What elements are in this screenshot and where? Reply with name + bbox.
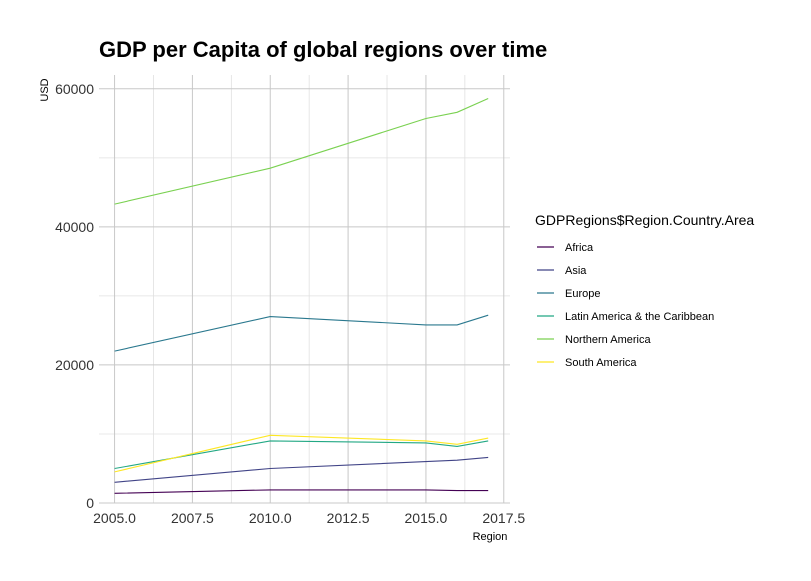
legend-items: Africa Asia Europe Latin America & the Cari… — [537, 242, 714, 369]
chart-title: GDP per Capita of global regions over ti… — [99, 37, 547, 62]
legend-label: Europe — [565, 288, 600, 300]
x-tick-label: 2005.0 — [93, 510, 136, 526]
series-line-europe — [114, 314, 489, 352]
legend-label: Northern America — [565, 334, 651, 346]
series-line-asia — [114, 456, 489, 483]
x-tick-label: 2007.5 — [171, 510, 214, 526]
grid — [99, 75, 510, 504]
x-tick-label: 2010.0 — [249, 510, 292, 526]
legend-label: Asia — [565, 265, 587, 277]
legend-label: South America — [565, 357, 637, 369]
series-lines — [114, 97, 489, 494]
x-tick-label: 2015.0 — [405, 510, 448, 526]
series-line-africa — [114, 489, 489, 494]
legend-label: Latin America & the Caribbean — [565, 311, 714, 323]
series-line-northern-america — [114, 97, 489, 205]
y-tick-label: 20000 — [55, 357, 94, 373]
legend: GDPRegions$Region.Country.Area Africa Asi… — [535, 212, 754, 369]
legend-title: GDPRegions$Region.Country.Area — [535, 212, 754, 228]
series-line-latin-america-the-caribbean — [114, 440, 489, 470]
y-axis-ticks: 0 20000 40000 60000 — [55, 81, 94, 511]
y-axis-title: USD — [39, 78, 51, 101]
x-axis-title: Region — [473, 531, 508, 543]
x-tick-label: 2012.5 — [327, 510, 370, 526]
series-line-south-america — [114, 434, 489, 473]
legend-label: Africa — [565, 242, 594, 254]
y-tick-label: 0 — [86, 495, 94, 511]
y-tick-label: 40000 — [55, 219, 94, 235]
y-tick-label: 60000 — [55, 81, 94, 97]
x-tick-label: 2017.5 — [482, 510, 525, 526]
x-axis-ticks: 2005.0 2007.5 2010.0 2012.5 2015.0 2017.5 — [93, 510, 525, 526]
